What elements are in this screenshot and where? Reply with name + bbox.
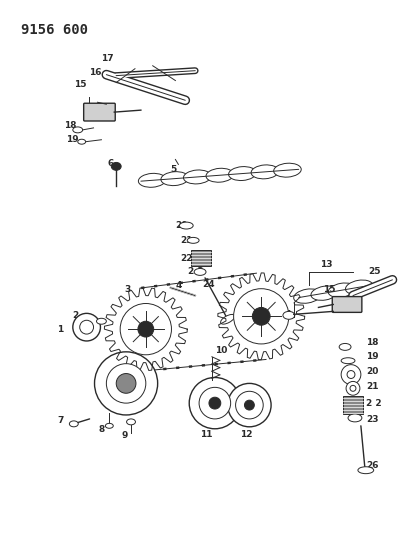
Circle shape (341, 365, 361, 384)
Ellipse shape (328, 283, 356, 297)
Ellipse shape (339, 343, 351, 350)
Ellipse shape (346, 280, 373, 294)
Ellipse shape (111, 163, 121, 171)
Circle shape (73, 313, 100, 341)
Text: 19: 19 (366, 352, 379, 361)
Ellipse shape (311, 286, 338, 300)
Text: 10: 10 (215, 346, 227, 356)
Circle shape (252, 308, 270, 325)
Text: 15: 15 (74, 80, 86, 89)
Ellipse shape (179, 222, 193, 229)
Text: 11: 11 (200, 430, 212, 439)
Text: 22: 22 (180, 254, 193, 263)
Ellipse shape (194, 269, 206, 276)
Circle shape (138, 321, 154, 337)
Circle shape (106, 364, 146, 403)
Ellipse shape (274, 163, 301, 177)
Circle shape (346, 382, 360, 395)
Text: 2: 2 (72, 311, 78, 320)
Ellipse shape (69, 421, 78, 427)
Circle shape (120, 303, 171, 355)
Ellipse shape (97, 318, 106, 324)
Text: 7: 7 (57, 416, 63, 425)
FancyBboxPatch shape (332, 296, 362, 312)
Ellipse shape (78, 139, 85, 144)
Text: 20: 20 (175, 221, 188, 230)
Text: 2 3: 2 3 (188, 268, 204, 277)
Ellipse shape (221, 314, 235, 324)
Text: 21: 21 (180, 236, 193, 245)
Circle shape (80, 320, 94, 334)
Text: 23: 23 (366, 415, 378, 424)
Text: 5: 5 (171, 165, 177, 174)
Ellipse shape (187, 237, 199, 244)
Ellipse shape (127, 419, 136, 425)
Text: 13: 13 (321, 260, 333, 269)
Text: 3: 3 (124, 285, 130, 294)
Circle shape (209, 397, 221, 409)
Text: 9156 600: 9156 600 (21, 23, 88, 37)
Text: 18: 18 (366, 338, 378, 348)
Text: 14: 14 (279, 310, 292, 319)
Text: 12: 12 (240, 430, 252, 439)
Circle shape (347, 370, 355, 378)
Text: 2 2: 2 2 (366, 399, 381, 408)
Ellipse shape (341, 358, 355, 364)
Ellipse shape (229, 167, 256, 181)
Ellipse shape (105, 423, 113, 429)
Text: 25: 25 (368, 268, 380, 277)
Text: 24: 24 (202, 280, 215, 289)
Circle shape (245, 400, 254, 410)
Circle shape (95, 352, 158, 415)
Circle shape (236, 391, 263, 419)
Circle shape (116, 374, 136, 393)
Ellipse shape (161, 172, 189, 185)
Text: 21: 21 (366, 382, 378, 391)
Text: 18: 18 (64, 122, 76, 131)
Circle shape (228, 383, 271, 427)
Text: 9: 9 (121, 431, 127, 440)
Text: 1: 1 (57, 325, 63, 334)
Ellipse shape (294, 289, 321, 303)
Text: 16: 16 (89, 68, 101, 77)
FancyBboxPatch shape (191, 250, 211, 266)
Text: 6: 6 (107, 159, 113, 168)
Text: 16: 16 (275, 313, 288, 322)
Ellipse shape (283, 311, 295, 319)
Circle shape (189, 377, 240, 429)
Text: 19: 19 (66, 135, 79, 144)
Text: 3: 3 (252, 290, 258, 299)
Ellipse shape (348, 414, 362, 422)
Circle shape (199, 387, 231, 419)
FancyBboxPatch shape (343, 396, 363, 414)
Ellipse shape (251, 165, 279, 179)
Text: 17: 17 (102, 54, 114, 63)
Circle shape (233, 289, 289, 344)
Text: 20: 20 (366, 367, 378, 376)
Ellipse shape (206, 168, 233, 182)
Text: 8: 8 (99, 425, 105, 434)
Ellipse shape (183, 170, 211, 184)
FancyBboxPatch shape (84, 103, 115, 121)
Text: 15: 15 (323, 285, 336, 294)
Text: 4: 4 (175, 281, 182, 290)
Ellipse shape (73, 127, 83, 133)
Circle shape (350, 385, 356, 391)
Text: 26: 26 (366, 461, 378, 470)
Ellipse shape (139, 173, 166, 187)
Ellipse shape (358, 467, 374, 474)
